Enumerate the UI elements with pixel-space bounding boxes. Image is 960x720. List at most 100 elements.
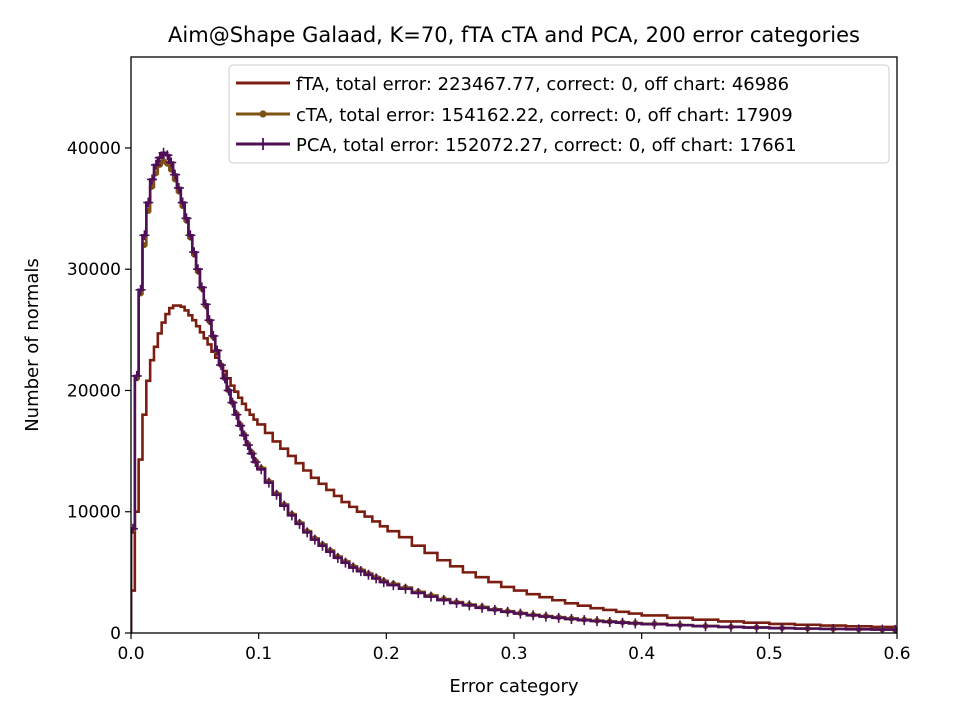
y-tick-label: 20000 bbox=[67, 381, 121, 401]
data-point bbox=[553, 612, 564, 623]
legend-box bbox=[228, 64, 890, 164]
plot-area bbox=[130, 56, 898, 634]
data-point bbox=[515, 608, 526, 619]
data-point bbox=[528, 610, 539, 621]
y-tick-label: 0 bbox=[110, 624, 121, 644]
legend-label-fta: fTA, total error: 223467.77, correct: 0,… bbox=[296, 74, 789, 95]
data-point bbox=[162, 150, 173, 161]
y-tick-label: 30000 bbox=[67, 260, 121, 280]
data-point bbox=[212, 345, 223, 356]
data-point bbox=[700, 621, 711, 632]
data-point bbox=[150, 159, 161, 170]
legend-marker-cta bbox=[259, 110, 267, 118]
data-point bbox=[630, 618, 641, 629]
data-point bbox=[371, 573, 382, 584]
data-point bbox=[204, 315, 215, 326]
data-point bbox=[477, 602, 488, 613]
data-point bbox=[489, 604, 500, 615]
data-point bbox=[246, 448, 257, 459]
data-point bbox=[219, 373, 230, 384]
chart-title: Aim@Shape Galaad, K=70, fTA cTA and PCA,… bbox=[168, 23, 860, 47]
data-point bbox=[828, 623, 839, 633]
data-point bbox=[438, 595, 449, 606]
data-point bbox=[238, 430, 249, 441]
x-tick-label: 0.5 bbox=[756, 644, 783, 664]
data-point bbox=[751, 622, 762, 633]
data-point bbox=[802, 623, 813, 633]
data-point bbox=[451, 597, 462, 608]
data-point bbox=[135, 284, 146, 295]
series-pca bbox=[131, 147, 897, 633]
data-point bbox=[294, 518, 305, 529]
data-point bbox=[181, 213, 192, 224]
y-axis: 0 10000 20000 30000 40000 bbox=[67, 139, 131, 644]
data-point bbox=[413, 587, 424, 598]
data-point bbox=[566, 614, 577, 625]
data-point bbox=[348, 562, 359, 573]
data-point bbox=[286, 510, 297, 521]
y-tick-label: 40000 bbox=[67, 139, 121, 159]
x-axis-label: Error category bbox=[449, 676, 578, 697]
legend-label-pca: PCA, total error: 152072.27, correct: 0,… bbox=[296, 135, 797, 156]
y-tick-label: 10000 bbox=[67, 503, 121, 523]
legend: fTA, total error: 223467.77, correct: 0,… bbox=[228, 64, 890, 164]
data-point bbox=[363, 569, 374, 580]
legend-marker-pca bbox=[257, 138, 269, 150]
y-axis-label: Number of normals bbox=[22, 258, 43, 432]
x-tick-label: 0.6 bbox=[883, 644, 910, 664]
data-point bbox=[388, 580, 399, 591]
x-tick-label: 0.3 bbox=[500, 644, 527, 664]
data-point bbox=[193, 264, 204, 275]
data-point bbox=[890, 624, 897, 633]
data-point bbox=[200, 299, 211, 310]
data-point bbox=[185, 230, 196, 241]
legend-entry-cta: cTA, total error: 154162.22, correct: 0,… bbox=[236, 105, 793, 126]
data-point bbox=[617, 617, 628, 628]
data-point bbox=[216, 360, 227, 371]
data-point bbox=[242, 440, 253, 451]
data-point bbox=[332, 552, 343, 563]
data-point bbox=[256, 464, 267, 475]
data-point bbox=[649, 619, 660, 630]
data-point bbox=[271, 489, 282, 500]
legend-label-cta: cTA, total error: 154162.22, correct: 0,… bbox=[296, 105, 793, 126]
data-point bbox=[223, 385, 234, 396]
data-point bbox=[502, 606, 513, 617]
data-point bbox=[131, 523, 138, 534]
data-point bbox=[231, 409, 242, 420]
data-point bbox=[726, 621, 737, 632]
data-point bbox=[579, 615, 590, 626]
data-point bbox=[340, 557, 351, 568]
data-point bbox=[189, 247, 200, 258]
x-tick-label: 0.4 bbox=[628, 644, 655, 664]
data-point bbox=[196, 282, 207, 293]
data-point bbox=[250, 457, 261, 468]
legend-entry-fta: fTA, total error: 223467.77, correct: 0,… bbox=[236, 74, 789, 95]
data-point bbox=[263, 477, 274, 488]
data-point bbox=[325, 546, 336, 557]
data-point bbox=[400, 583, 411, 594]
legend-entry-pca: PCA, total error: 152072.27, correct: 0,… bbox=[236, 135, 797, 156]
data-point bbox=[131, 370, 142, 381]
data-point bbox=[166, 157, 177, 168]
data-point bbox=[309, 534, 320, 545]
data-point bbox=[143, 197, 154, 208]
data-point bbox=[235, 420, 246, 431]
series-layer bbox=[131, 147, 897, 633]
data-point bbox=[170, 169, 181, 180]
data-point bbox=[139, 230, 150, 241]
data-point bbox=[540, 611, 551, 622]
data-point bbox=[591, 616, 602, 627]
data-point bbox=[604, 616, 615, 627]
x-tick-label: 0.2 bbox=[373, 644, 400, 664]
data-point bbox=[426, 591, 437, 602]
data-point bbox=[147, 174, 158, 185]
data-point bbox=[355, 566, 366, 577]
data-point bbox=[674, 620, 685, 631]
x-tick-label: 0.0 bbox=[117, 644, 144, 664]
data-point bbox=[302, 527, 313, 538]
data-point bbox=[464, 600, 475, 611]
data-point bbox=[279, 500, 290, 511]
data-point bbox=[173, 182, 184, 193]
